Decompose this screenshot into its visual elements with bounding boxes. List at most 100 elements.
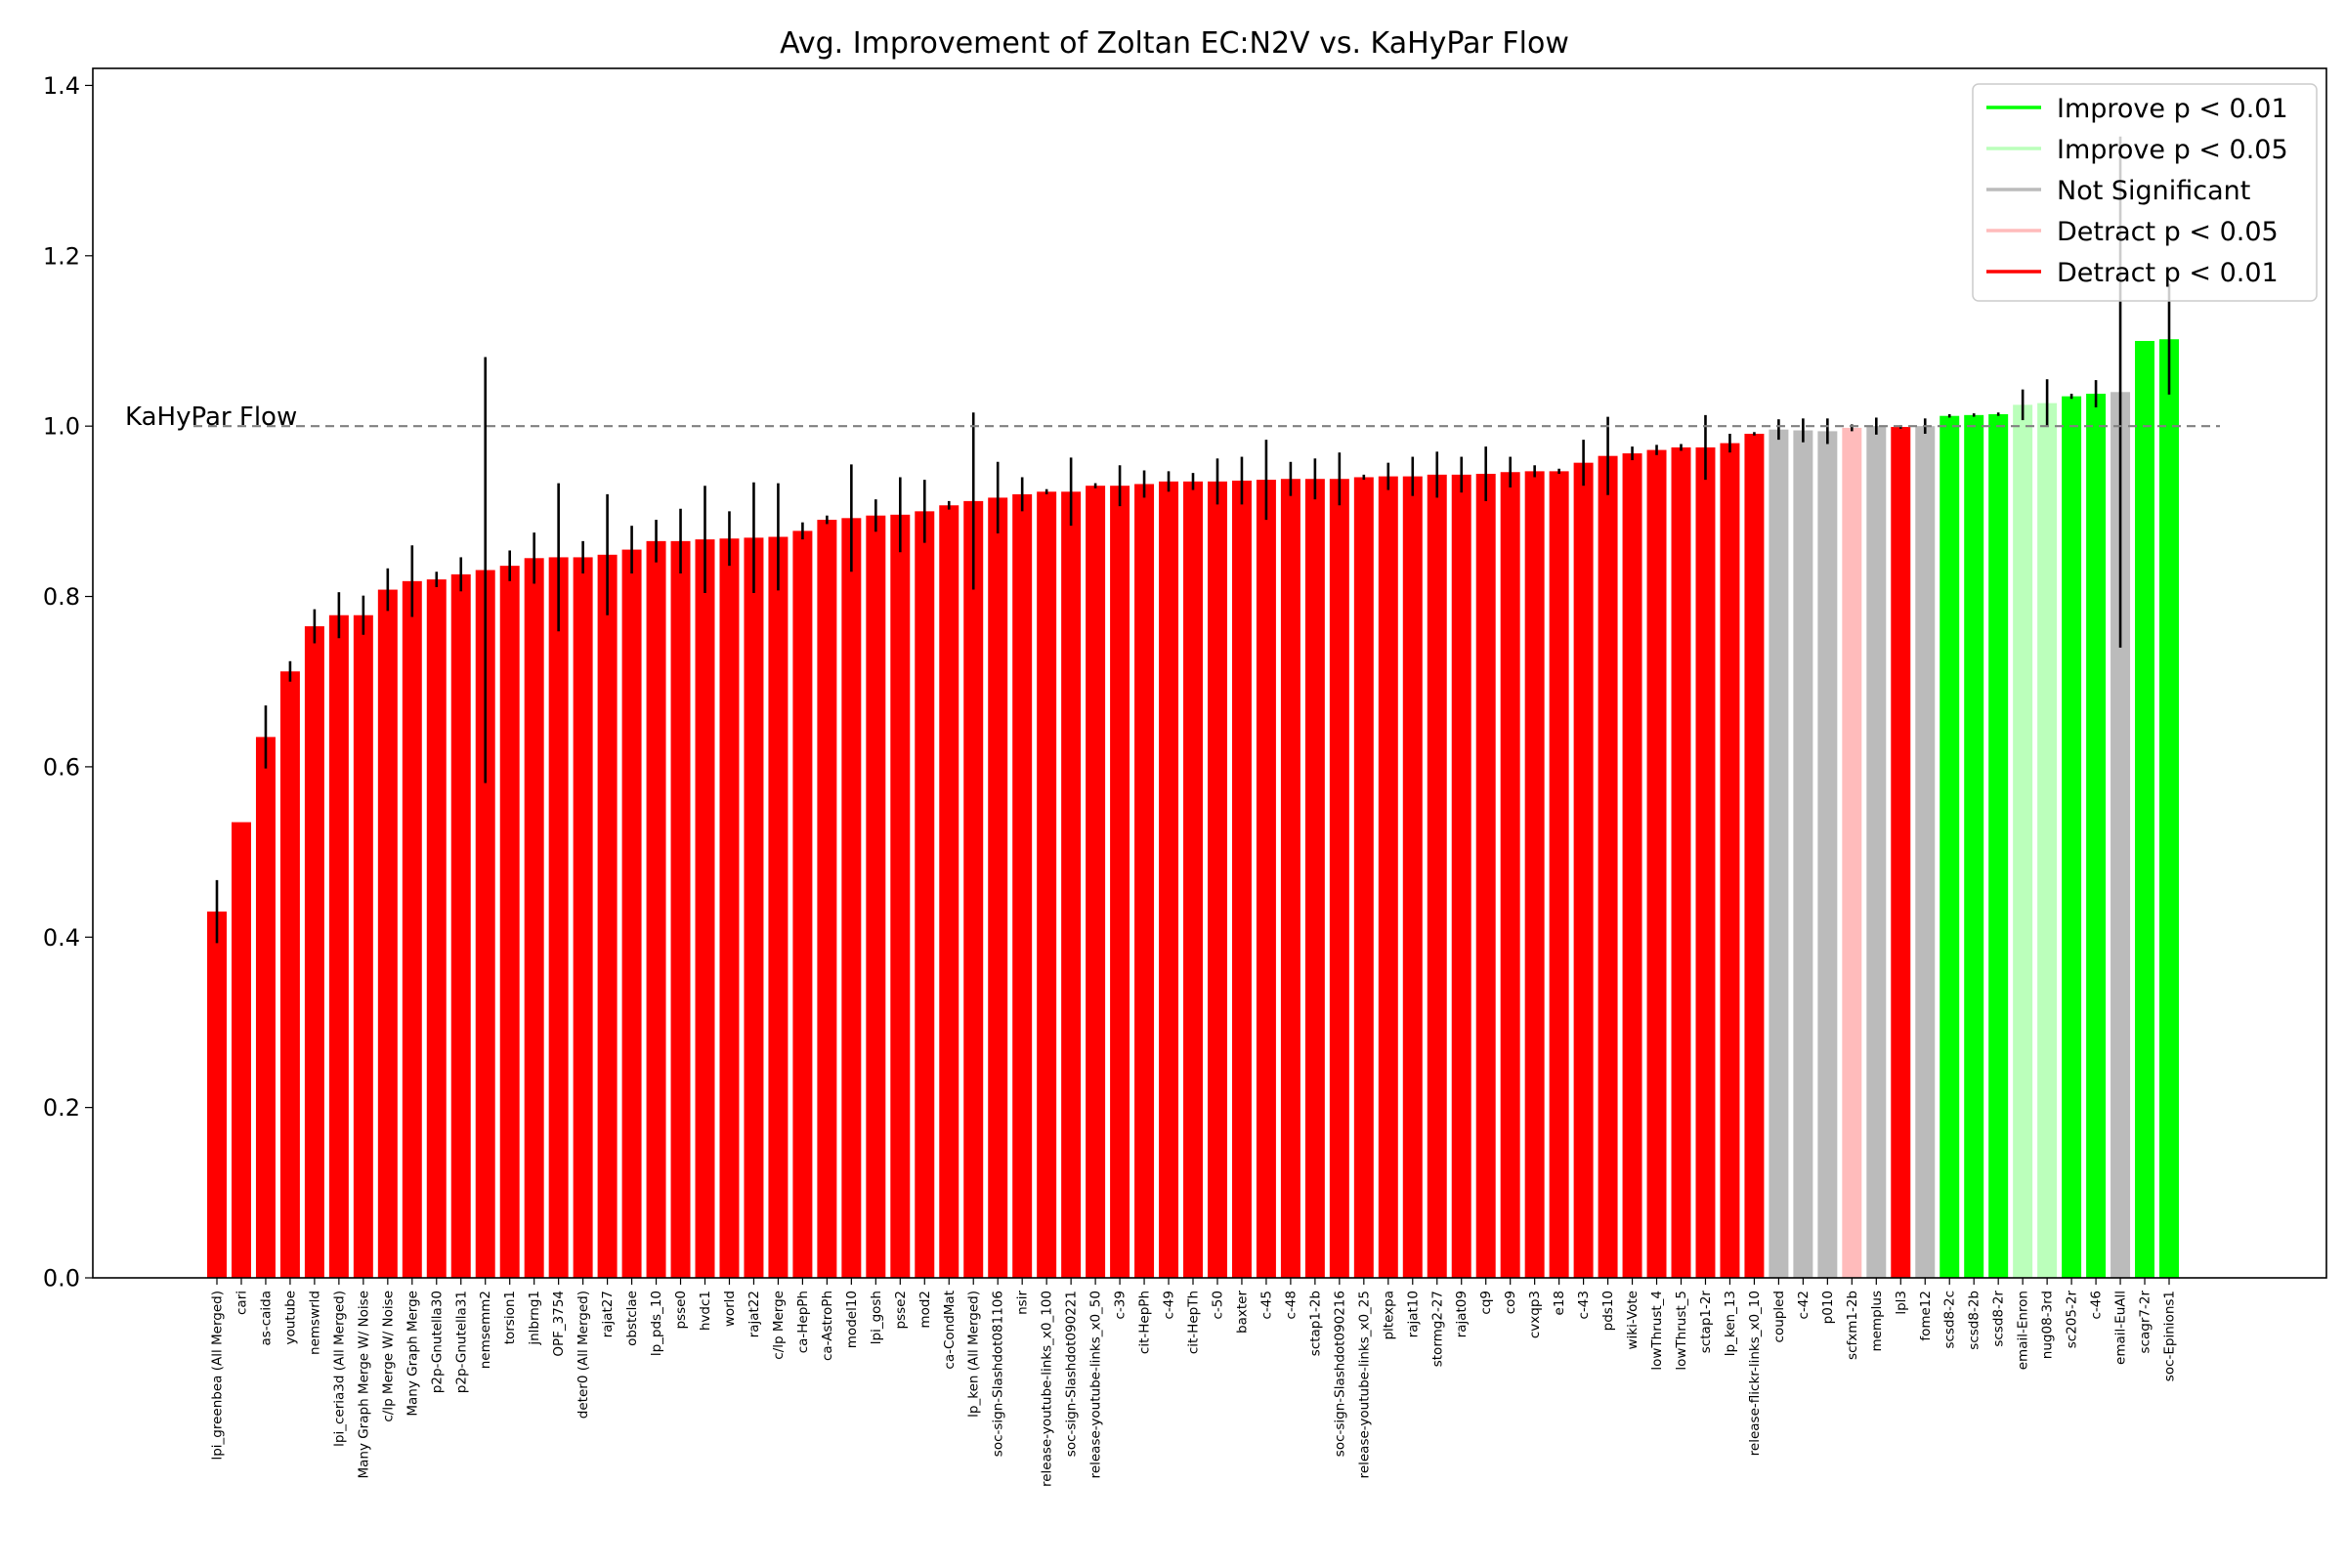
bar <box>695 539 715 1278</box>
x-tick-label: scsd8-2r <box>1991 1291 2007 1347</box>
bar <box>2062 396 2082 1279</box>
bar <box>1842 427 1862 1278</box>
x-tick-label: wiki-Vote <box>1625 1291 1641 1350</box>
x-tick-label: lpi_greenbea (All Merged) <box>210 1291 226 1461</box>
bar <box>1256 480 1276 1278</box>
bar <box>1110 486 1130 1279</box>
bar <box>1940 415 1960 1278</box>
x-tick-label: youtube <box>282 1291 298 1345</box>
x-tick-label: scsd8-2b <box>1967 1291 1983 1350</box>
x-tick-label: c-49 <box>1162 1291 1177 1319</box>
x-tick-label: nsir <box>1015 1291 1031 1315</box>
bar <box>2013 404 2033 1278</box>
bar <box>402 580 422 1278</box>
x-tick-label: c/lp Merge W/ Noise <box>380 1291 396 1422</box>
x-tick-label: c-43 <box>1576 1291 1592 1319</box>
y-tick-label: 0.6 <box>43 753 80 781</box>
y-tick-label: 0.4 <box>43 924 80 952</box>
bar <box>939 505 959 1278</box>
bar <box>1427 474 1447 1278</box>
bar <box>2135 340 2155 1278</box>
x-tick-label: Many Graph Merge <box>405 1291 420 1417</box>
bar <box>866 515 886 1278</box>
x-tick-label: email-EuAll <box>2113 1291 2129 1365</box>
x-tick-label: pds10 <box>1600 1291 1616 1331</box>
bar <box>915 511 935 1278</box>
bar <box>1622 453 1642 1278</box>
bar <box>450 573 471 1278</box>
bar <box>646 540 666 1278</box>
x-tick-label: cit-HepTh <box>1186 1291 1202 1354</box>
x-tick-label: lowThrust_4 <box>1649 1291 1665 1371</box>
x-tick-label: psse0 <box>673 1291 689 1330</box>
bar <box>963 500 984 1278</box>
x-tick-label: ca-CondMat <box>942 1291 958 1370</box>
bar <box>817 520 837 1278</box>
x-tick-label: scsd8-2c <box>1942 1291 1958 1349</box>
x-tick-label: scfxm1-2b <box>1845 1291 1860 1360</box>
x-tick-label: rajat27 <box>600 1291 616 1337</box>
x-tick-label: deter0 (All Merged) <box>576 1291 591 1419</box>
bar <box>1598 455 1618 1278</box>
bar <box>231 822 251 1278</box>
legend-label: Detract p < 0.01 <box>2057 258 2279 288</box>
bar <box>1769 429 1789 1278</box>
x-tick-label: p010 <box>1820 1291 1836 1324</box>
x-tick-label: c-46 <box>2089 1291 2105 1319</box>
x-tick-label: lpi_ceria3d (All Merged) <box>331 1291 347 1447</box>
bar <box>377 589 398 1278</box>
x-tick-label: pltexpa <box>1381 1291 1396 1340</box>
bar <box>328 614 349 1278</box>
y-tick-label: 1.4 <box>43 72 80 100</box>
y-tick-label: 0.8 <box>43 583 80 611</box>
bar <box>988 497 1008 1278</box>
bar <box>1695 446 1716 1278</box>
x-tick-label: world <box>722 1291 738 1327</box>
bar <box>207 911 227 1278</box>
bar <box>1720 443 1740 1279</box>
x-tick-label: c-39 <box>1113 1291 1129 1319</box>
x-tick-label: c-48 <box>1283 1291 1299 1319</box>
bar <box>1061 491 1082 1278</box>
x-tick-label: as-caida <box>258 1291 274 1345</box>
bar <box>1891 427 1911 1278</box>
x-tick-label: model10 <box>844 1291 860 1348</box>
x-tick-label: sc205-2r <box>2065 1291 2080 1349</box>
x-tick-label: lowThrust_5 <box>1674 1291 1689 1371</box>
bar <box>890 514 911 1278</box>
bar <box>475 570 495 1278</box>
y-tick-label: 0.0 <box>43 1265 80 1293</box>
bar <box>304 626 324 1278</box>
x-tick-label: baxter <box>1234 1291 1250 1334</box>
x-tick-label: c/lp Merge <box>771 1291 787 1360</box>
bar <box>1549 471 1569 1278</box>
x-tick-label: ca-HepPh <box>795 1291 811 1353</box>
bar <box>597 554 618 1278</box>
x-tick-label: lp_ken (All Merged) <box>966 1291 982 1418</box>
bar <box>1817 431 1838 1278</box>
bar <box>1915 426 1936 1278</box>
y-tick-label: 0.2 <box>43 1094 80 1122</box>
bar <box>1524 471 1545 1278</box>
x-tick-label: lp_pds_10 <box>649 1291 664 1356</box>
bar <box>279 671 300 1278</box>
bar <box>1134 484 1155 1279</box>
legend-label: Not Significant <box>2057 176 2250 206</box>
x-tick-label: scagr7-2r <box>2138 1291 2153 1354</box>
x-tick-label: hvdc1 <box>698 1291 713 1331</box>
legend-label: Detract p < 0.05 <box>2057 217 2279 247</box>
bar <box>1280 479 1300 1278</box>
bar <box>548 557 569 1278</box>
bar <box>1646 449 1667 1278</box>
x-tick-label: rajat10 <box>1405 1291 1421 1337</box>
x-tick-label: sctap1-2r <box>1698 1291 1714 1354</box>
x-tick-label: nemswrld <box>307 1291 322 1355</box>
bar <box>1866 426 1887 1278</box>
x-tick-label: cvxqp3 <box>1527 1291 1543 1338</box>
x-tick-label: stormg2-27 <box>1429 1291 1445 1367</box>
x-tick-label: ca-AstroPh <box>820 1291 835 1361</box>
x-tick-label: release-youtube-links_x0_25 <box>1356 1291 1372 1478</box>
bar <box>499 566 520 1278</box>
bar <box>353 614 373 1278</box>
